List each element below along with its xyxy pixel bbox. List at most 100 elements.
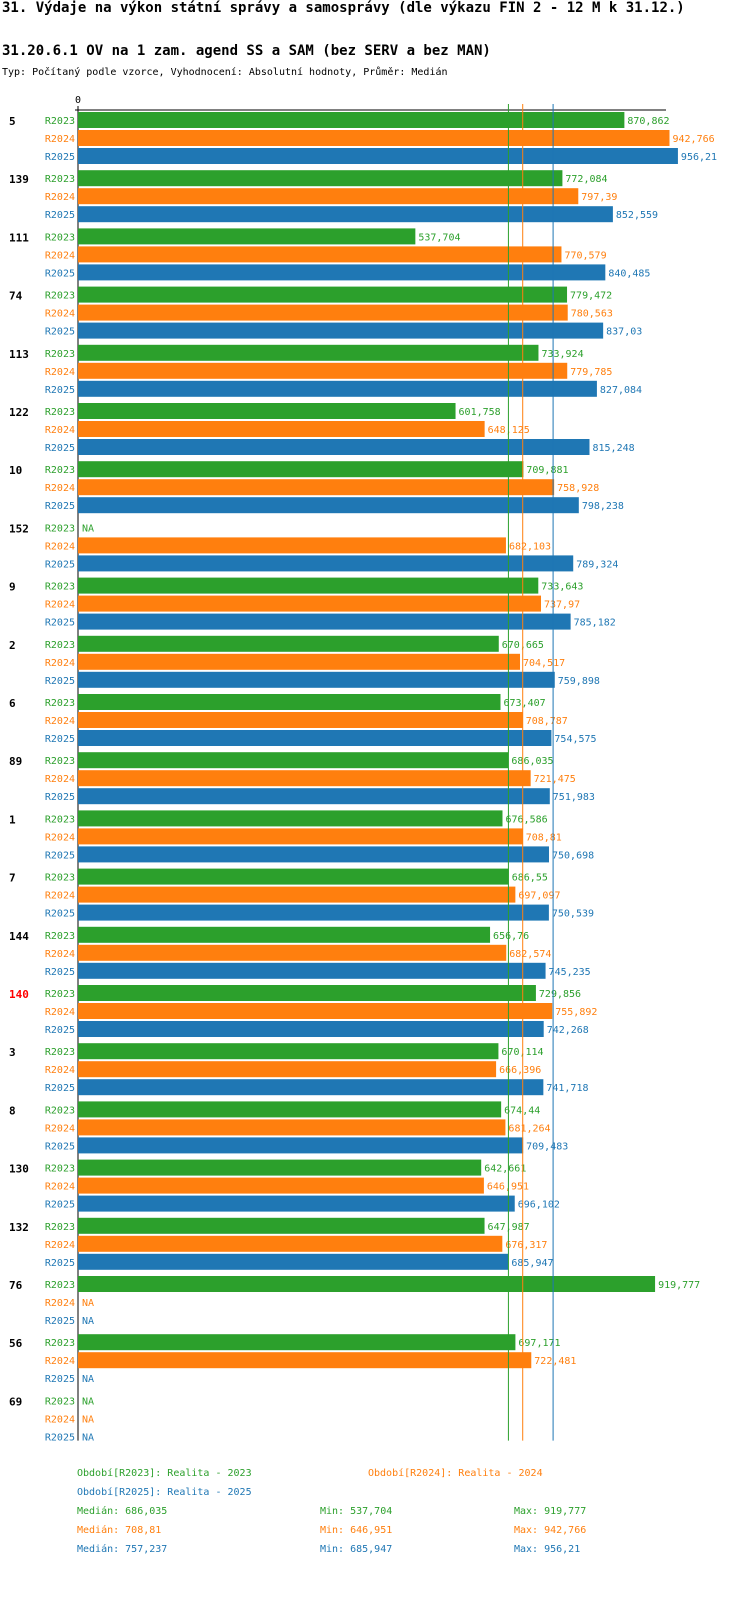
bar bbox=[78, 1043, 499, 1060]
data-label: 685,947 bbox=[511, 1258, 553, 1269]
category-label: 74 bbox=[9, 290, 23, 303]
bar bbox=[78, 246, 562, 263]
stat-max-r2023: Max: 919,777 bbox=[514, 1506, 587, 1517]
data-label: 741,718 bbox=[546, 1083, 588, 1094]
data-label: 682,574 bbox=[509, 949, 551, 960]
data-label: 942,766 bbox=[672, 134, 714, 145]
bar bbox=[78, 886, 516, 903]
series-label: R2024 bbox=[45, 1123, 75, 1134]
legend-r2023: Období[R2023]: Realita - 2023 bbox=[77, 1468, 252, 1479]
category-label: 76 bbox=[9, 1279, 23, 1292]
bar bbox=[78, 985, 536, 1001]
stat-min-r2025: Min: 685,947 bbox=[320, 1544, 393, 1555]
bar bbox=[78, 671, 555, 688]
data-label: 686,035 bbox=[511, 756, 553, 767]
bar bbox=[78, 595, 542, 612]
series-label: R2025 bbox=[45, 443, 75, 454]
bar bbox=[78, 362, 568, 379]
data-label: 772,084 bbox=[565, 174, 607, 185]
data-label: 682,103 bbox=[509, 541, 551, 552]
data-label: 798,238 bbox=[582, 501, 624, 512]
series-label: R2023 bbox=[45, 465, 75, 476]
data-label: 642,661 bbox=[484, 1164, 526, 1175]
category-label: 140 bbox=[9, 988, 29, 1001]
category-label: 10 bbox=[9, 464, 22, 477]
bar bbox=[78, 904, 549, 921]
data-label: 708,787 bbox=[526, 716, 568, 727]
data-label: 733,643 bbox=[541, 582, 583, 593]
stat-median-r2025: Medián: 757,237 bbox=[77, 1544, 168, 1555]
series-label: R2023 bbox=[45, 640, 75, 651]
data-label: 737,97 bbox=[544, 600, 580, 611]
series-label: R2024 bbox=[45, 600, 75, 611]
data-label: 709,881 bbox=[526, 465, 568, 476]
data-label: 697,097 bbox=[518, 891, 560, 902]
bar bbox=[78, 1119, 506, 1136]
data-label: 754,575 bbox=[554, 734, 596, 745]
bar bbox=[78, 421, 485, 437]
data-label: 779,785 bbox=[570, 367, 612, 378]
category-label: 3 bbox=[9, 1046, 16, 1059]
legend: Období[R2023]: Realita - 2023 Období[R20… bbox=[0, 1468, 750, 1614]
bar bbox=[78, 148, 678, 164]
category-label: 6 bbox=[9, 697, 16, 710]
data-label: 852,559 bbox=[616, 210, 658, 221]
data-label: 729,856 bbox=[539, 989, 581, 1000]
data-label: 722,481 bbox=[534, 1356, 576, 1367]
stat-min-r2024: Min: 646,951 bbox=[320, 1525, 393, 1536]
data-label: NA bbox=[82, 1298, 94, 1309]
series-label: R2025 bbox=[45, 385, 75, 396]
bar bbox=[78, 1195, 515, 1212]
category-label: 130 bbox=[9, 1163, 29, 1176]
data-label: 601,758 bbox=[459, 407, 501, 418]
series-label: R2025 bbox=[45, 152, 75, 163]
bar bbox=[78, 635, 499, 652]
bar bbox=[78, 770, 531, 787]
bar bbox=[78, 577, 539, 594]
series-label: R2023 bbox=[45, 1338, 75, 1349]
stat-max-r2024: Max: 942,766 bbox=[514, 1525, 587, 1536]
data-label: 797,39 bbox=[581, 192, 617, 203]
bar bbox=[78, 846, 549, 863]
series-label: R2023 bbox=[45, 698, 75, 709]
bar bbox=[78, 228, 416, 245]
series-label: R2025 bbox=[45, 1374, 75, 1385]
data-label: 681,264 bbox=[508, 1123, 550, 1134]
bar bbox=[78, 1334, 516, 1351]
bar bbox=[78, 1253, 509, 1270]
data-label: 721,475 bbox=[534, 774, 576, 785]
bar bbox=[78, 112, 625, 128]
series-label: R2024 bbox=[45, 891, 75, 902]
bar bbox=[78, 537, 506, 554]
data-label: 676,586 bbox=[505, 814, 547, 825]
series-label: R2024 bbox=[45, 1414, 75, 1425]
chart-title: 31. Výdaje na výkon státní správy a samo… bbox=[2, 0, 685, 16]
bar bbox=[78, 1061, 497, 1078]
series-label: R2025 bbox=[45, 210, 75, 221]
category-label: 56 bbox=[9, 1337, 23, 1350]
bar bbox=[78, 788, 550, 805]
bar bbox=[78, 1079, 544, 1096]
series-label: R2023 bbox=[45, 1396, 75, 1407]
series-label: R2025 bbox=[45, 792, 75, 803]
bar bbox=[78, 868, 509, 885]
bar bbox=[78, 130, 670, 146]
data-label: 750,539 bbox=[552, 909, 594, 920]
legend-r2024: Období[R2024]: Realita - 2024 bbox=[368, 1468, 543, 1479]
data-label: 674,44 bbox=[504, 1105, 540, 1116]
data-label: 758,928 bbox=[557, 483, 599, 494]
series-label: R2024 bbox=[45, 1298, 75, 1309]
category-label: 69 bbox=[9, 1395, 22, 1408]
bar bbox=[78, 322, 604, 339]
bar bbox=[78, 304, 568, 321]
series-label: R2024 bbox=[45, 1007, 75, 1018]
series-label: R2024 bbox=[45, 1356, 75, 1367]
bar bbox=[78, 188, 579, 205]
bar bbox=[78, 439, 590, 455]
bar bbox=[78, 1235, 503, 1252]
series-label: R2025 bbox=[45, 676, 75, 687]
bar bbox=[78, 1101, 502, 1118]
bar bbox=[78, 461, 524, 478]
data-label: 708,81 bbox=[526, 832, 562, 843]
